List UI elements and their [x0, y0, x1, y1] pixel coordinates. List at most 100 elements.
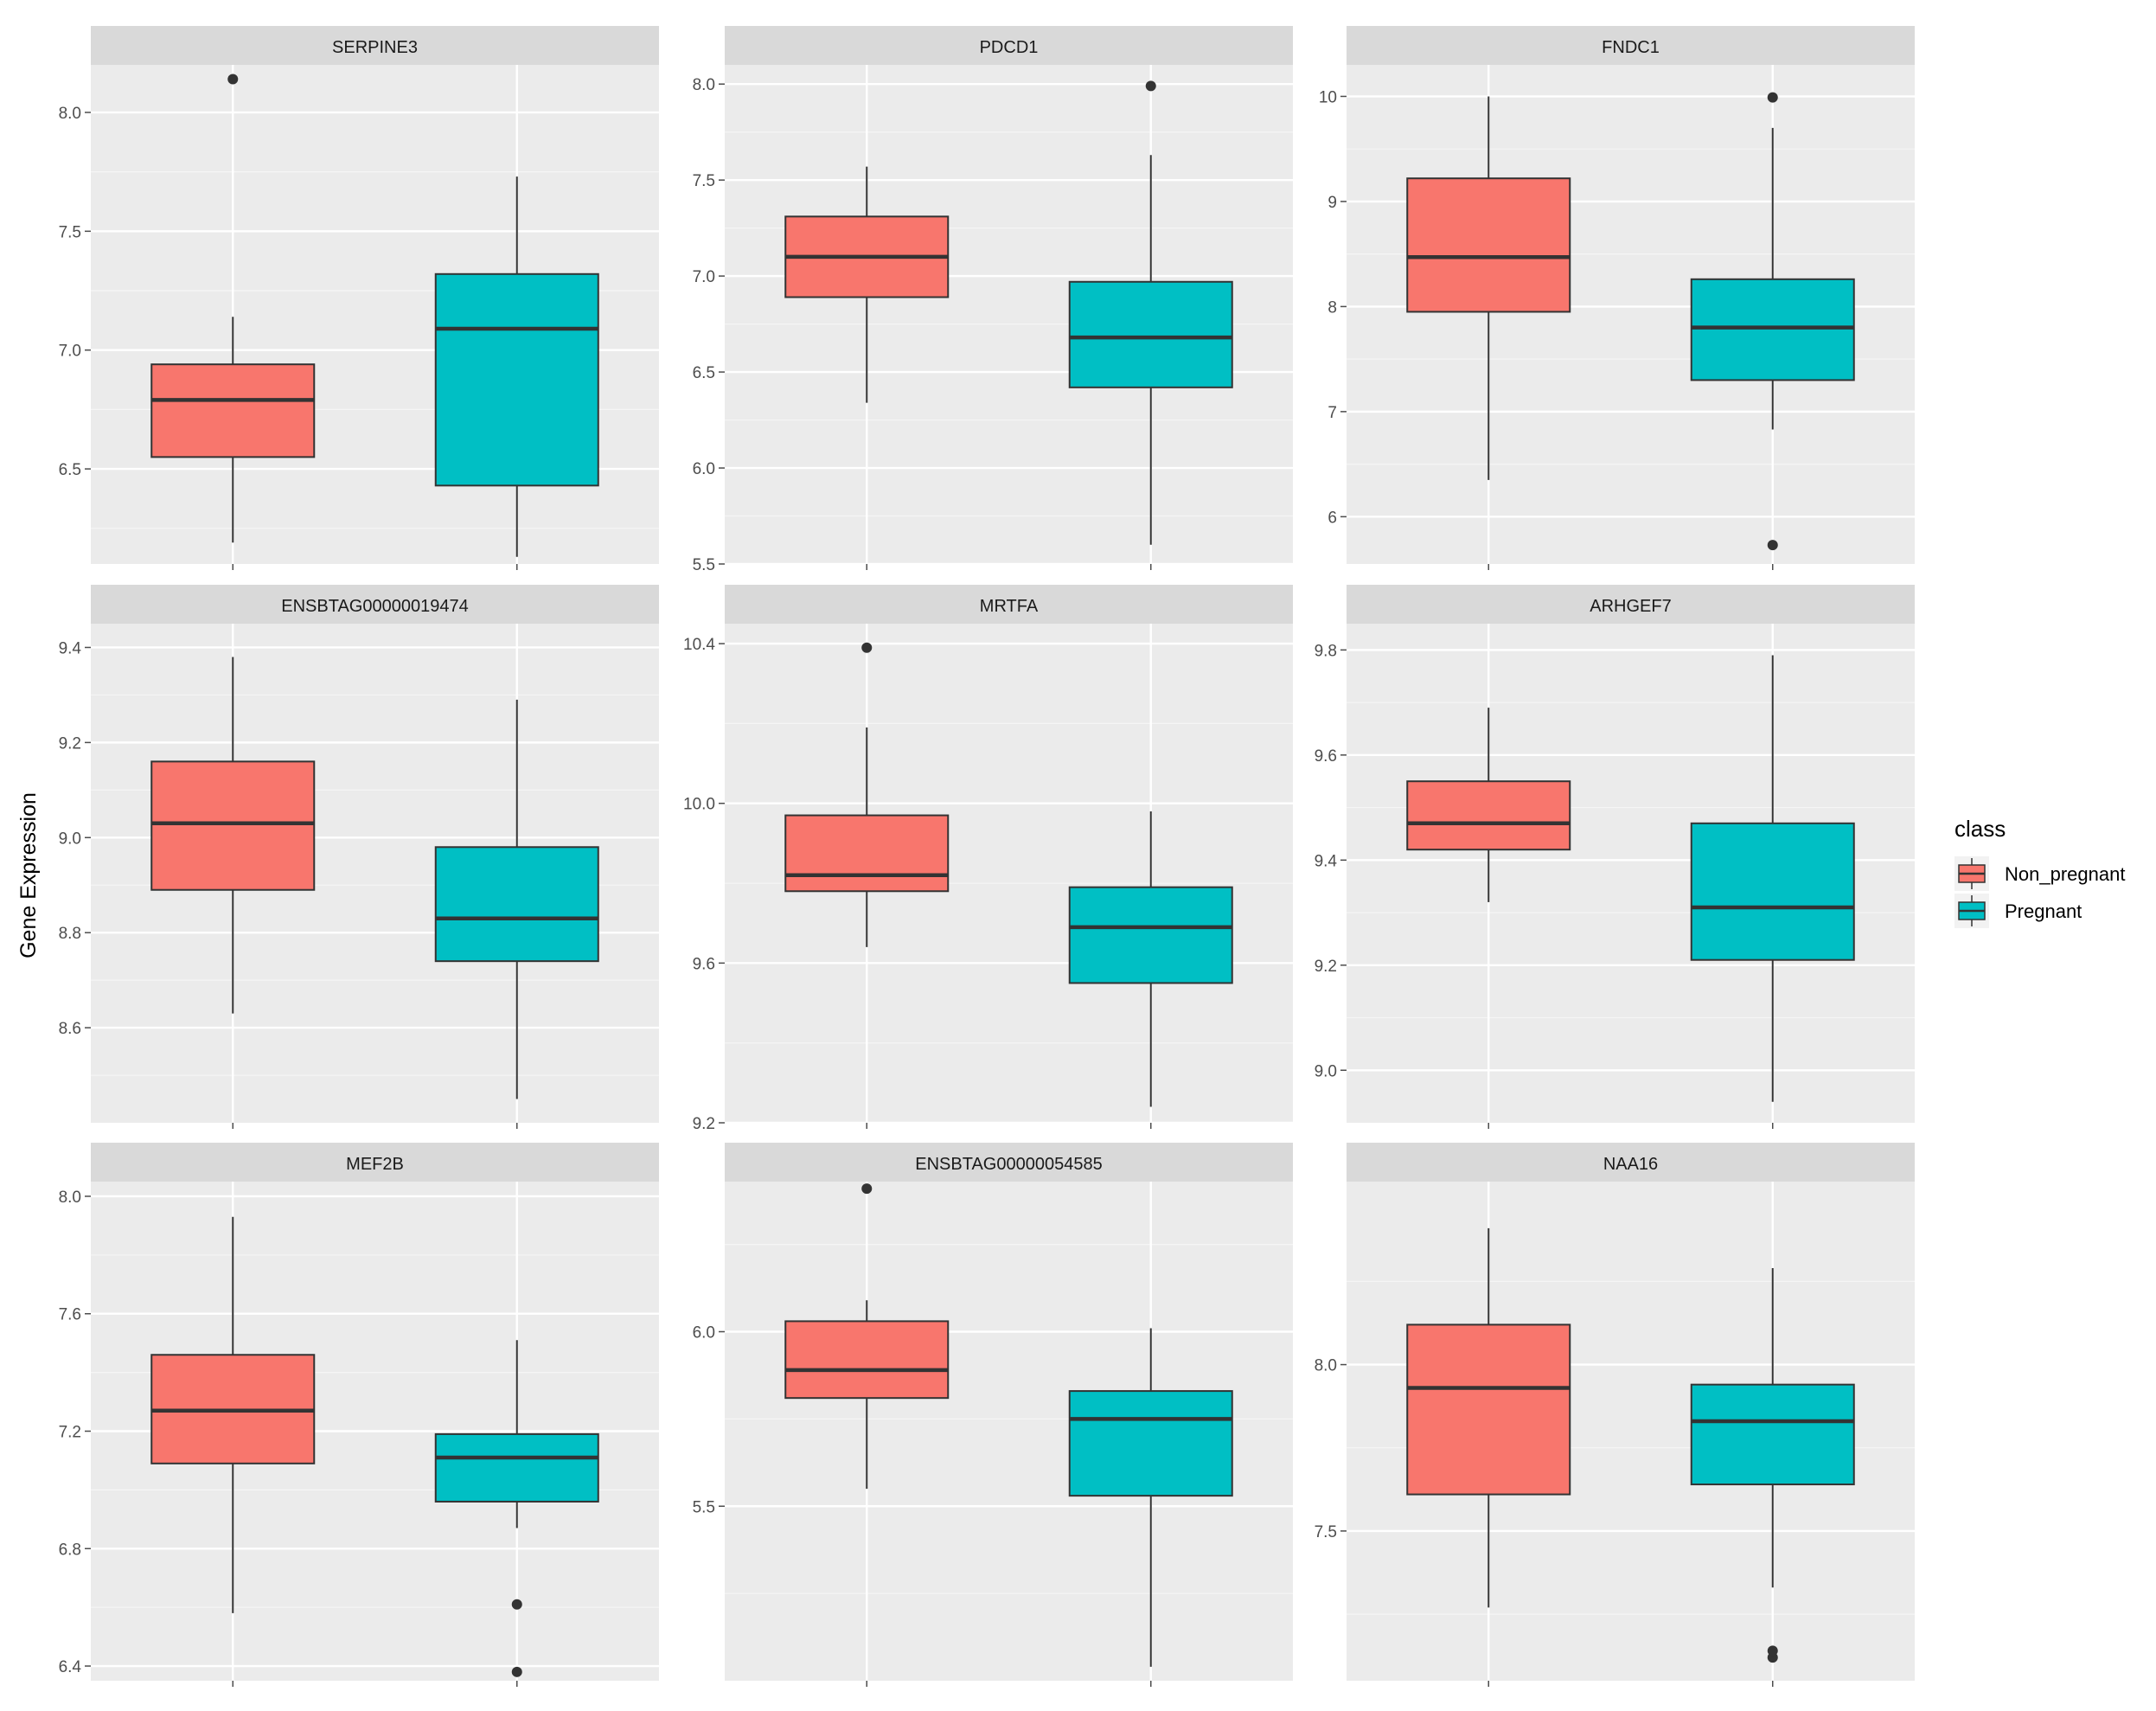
panel-title: PDCD1 — [980, 38, 1039, 57]
y-tick-label: 5.5 — [693, 556, 715, 574]
outlier-point — [1767, 92, 1778, 103]
outlier-point — [227, 74, 239, 85]
box-non_pregnant — [1406, 1227, 1571, 1608]
iqr-box — [1068, 280, 1233, 388]
panel-ensbtag00000019474: ENSBTAG00000019474 8.6 8.8 9.0 9.2 9.4 — [59, 585, 659, 1129]
panel-strip — [91, 26, 659, 65]
y-tick-label: 9.4 — [59, 639, 82, 657]
y-tick-label: 8.0 — [693, 76, 715, 94]
outlier-point — [1767, 540, 1778, 551]
y-tick-label: 10.4 — [683, 636, 715, 654]
outlier-point — [1767, 1645, 1778, 1657]
outlier-point — [511, 1599, 522, 1610]
y-tick-label: 7.5 — [1315, 1523, 1337, 1541]
panel-strip — [91, 1143, 659, 1182]
iqr-box — [434, 272, 599, 487]
panel-title: ENSBTAG00000019474 — [281, 597, 468, 616]
y-tick-label: 7.0 — [59, 343, 81, 361]
y-tick-label: 8.0 — [59, 105, 81, 123]
box-non_pregnant — [784, 642, 950, 947]
panel-title: NAA16 — [1603, 1155, 1658, 1174]
box-non_pregnant — [150, 74, 316, 543]
iqr-box — [150, 363, 316, 458]
y-tick-label: 7.5 — [59, 223, 81, 241]
iqr-box — [784, 1320, 950, 1400]
box-pregnant — [1690, 655, 1855, 1102]
legend-label: Non_pregnant — [2005, 863, 2125, 885]
y-tick-label: 5.5 — [693, 1498, 715, 1516]
box-non_pregnant — [784, 166, 950, 403]
box-non_pregnant — [1406, 708, 1571, 902]
y-tick-label: 9.0 — [59, 830, 81, 848]
panels: SERPINE3 6.5 7.0 7.5 8.0 PDCD1 5.5 6.0 6.5 7.0 7.5… — [59, 26, 1915, 1687]
panel-title: FNDC1 — [1602, 38, 1660, 57]
legend-item-pregnant: Pregnant — [1954, 894, 2082, 928]
panel-naa16: NAA16 7.5 8.0 — [1315, 1143, 1915, 1687]
box-pregnant — [1690, 92, 1855, 551]
panel-mrtfa: MRTFA 9.2 9.6 10.0 10.4 — [683, 585, 1293, 1133]
outlier-point — [1145, 80, 1156, 92]
y-tick-label: 7.5 — [693, 172, 715, 190]
panel-strip — [725, 585, 1293, 624]
y-tick-label: 8.6 — [59, 1020, 81, 1038]
y-tick-label: 9.2 — [1315, 958, 1337, 976]
outlier-point — [861, 1183, 873, 1195]
y-tick-label: 7.6 — [59, 1306, 81, 1324]
panel-title: ARHGEF7 — [1590, 597, 1671, 616]
iqr-box — [150, 760, 316, 891]
panel-serpine3: SERPINE3 6.5 7.0 7.5 8.0 — [59, 26, 659, 570]
box-non_pregnant — [1406, 96, 1571, 480]
y-tick-label: 9.0 — [1315, 1062, 1337, 1080]
iqr-box — [1068, 1390, 1233, 1497]
y-tick-label: 8 — [1328, 298, 1337, 317]
panel-title: ENSBTAG00000054585 — [915, 1155, 1102, 1174]
iqr-box — [434, 846, 599, 963]
y-tick-label: 10 — [1319, 88, 1337, 106]
y-tick-label: 8.0 — [59, 1189, 81, 1207]
panel-strip — [91, 585, 659, 624]
box-non_pregnant — [784, 1183, 950, 1490]
y-tick-label: 8.0 — [1315, 1357, 1337, 1375]
iqr-box — [784, 814, 950, 893]
box-pregnant — [434, 176, 599, 557]
y-tick-label: 9.2 — [59, 734, 81, 753]
panel-strip — [725, 1143, 1293, 1182]
box-pregnant — [434, 699, 599, 1099]
legend-title: class — [1954, 816, 2006, 842]
y-tick-label: 9 — [1328, 194, 1337, 212]
iqr-box — [1068, 886, 1233, 984]
y-tick-label: 9.6 — [693, 955, 715, 973]
panel-pdcd1: PDCD1 5.5 6.0 6.5 7.0 7.5 8.0 — [693, 26, 1293, 574]
box-pregnant — [1690, 1268, 1855, 1663]
iqr-box — [1406, 177, 1571, 313]
y-tick-label: 6.5 — [59, 461, 81, 479]
y-tick-label: 9.8 — [1315, 642, 1337, 660]
iqr-box — [1690, 1383, 1855, 1486]
y-tick-label: 10.0 — [683, 796, 715, 814]
outlier-point — [861, 642, 873, 653]
y-tick-label: 7 — [1328, 404, 1337, 422]
panel-arhgef7: ARHGEF7 9.0 9.2 9.4 9.6 9.8 — [1315, 585, 1915, 1129]
panel-title: MRTFA — [980, 597, 1039, 616]
iqr-box — [1690, 822, 1855, 961]
y-tick-label: 9.6 — [1315, 747, 1337, 766]
panel-strip — [1347, 585, 1915, 624]
y-tick-label: 6.0 — [693, 1324, 715, 1343]
y-tick-label: 7.0 — [693, 268, 715, 286]
box-pregnant — [1068, 811, 1233, 1107]
iqr-box — [1690, 278, 1855, 381]
box-pregnant — [434, 1340, 599, 1677]
box-non_pregnant — [150, 1216, 316, 1613]
panel-title: SERPINE3 — [332, 38, 418, 57]
panel-mef2b: MEF2B 6.4 6.8 7.2 7.6 8.0 — [59, 1143, 659, 1687]
y-tick-label: 8.8 — [59, 925, 81, 943]
legend-label: Pregnant — [2005, 900, 2082, 922]
panel-strip — [1347, 26, 1915, 65]
y-tick-label: 7.2 — [59, 1424, 81, 1442]
panel-strip — [1347, 1143, 1915, 1182]
panel-title: MEF2B — [346, 1155, 404, 1174]
y-tick-label: 6.8 — [59, 1541, 81, 1559]
y-tick-label: 6 — [1328, 509, 1337, 527]
box-non_pregnant — [150, 657, 316, 1014]
